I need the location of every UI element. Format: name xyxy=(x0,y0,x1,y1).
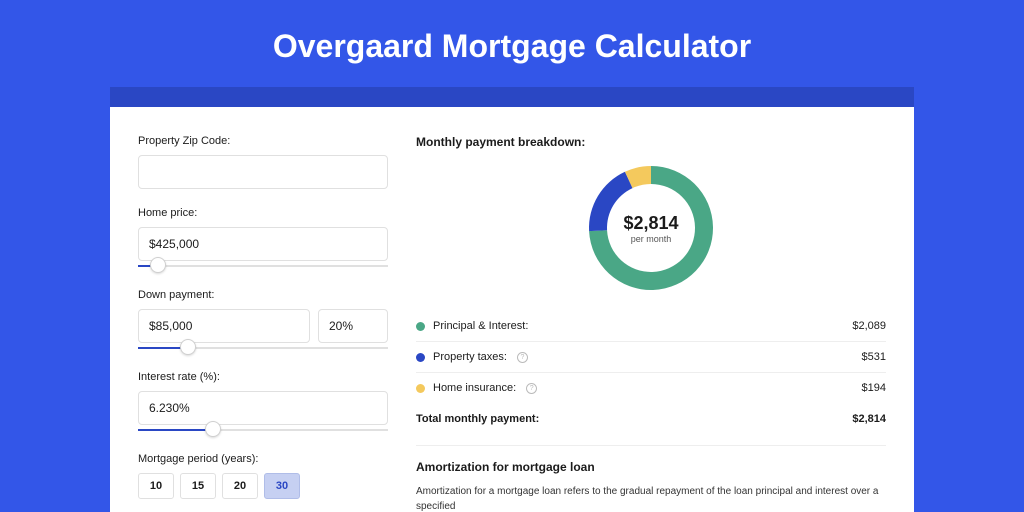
amortization-title: Amortization for mortgage loan xyxy=(416,460,886,474)
period-button-15[interactable]: 15 xyxy=(180,473,216,499)
mortgage-period-group: Mortgage period (years): 10152030 xyxy=(138,453,388,499)
slider-knob[interactable] xyxy=(180,339,196,355)
legend-dot xyxy=(416,322,425,331)
item-label: Principal & Interest: xyxy=(433,320,528,332)
amortization-text: Amortization for a mortgage loan refers … xyxy=(416,484,886,512)
donut-center: $2,814 per month xyxy=(586,163,716,293)
breakdown-item: Home insurance:? $194 xyxy=(416,373,886,403)
slider-fill xyxy=(138,429,213,431)
item-label: Home insurance: xyxy=(433,382,516,394)
home-price-input[interactable] xyxy=(138,227,388,261)
total-label: Total monthly payment: xyxy=(416,413,539,425)
period-button-20[interactable]: 20 xyxy=(222,473,258,499)
legend-dot xyxy=(416,384,425,393)
legend-dot xyxy=(416,353,425,362)
interest-rate-label: Interest rate (%): xyxy=(138,371,388,383)
payment-donut-chart: $2,814 per month xyxy=(586,163,716,293)
total-row: Total monthly payment: $2,814 xyxy=(416,403,886,439)
item-value: $531 xyxy=(862,351,886,363)
slider-knob[interactable] xyxy=(205,421,221,437)
item-value: $2,089 xyxy=(852,320,886,332)
interest-rate-group: Interest rate (%): xyxy=(138,371,388,435)
page-title: Overgaard Mortgage Calculator xyxy=(0,0,1024,87)
period-button-10[interactable]: 10 xyxy=(138,473,174,499)
mortgage-period-label: Mortgage period (years): xyxy=(138,453,388,465)
zip-group: Property Zip Code: xyxy=(138,135,388,189)
breakdown-column: Monthly payment breakdown: $2,814 per mo… xyxy=(416,135,886,512)
info-icon[interactable]: ? xyxy=(526,383,537,394)
down-payment-label: Down payment: xyxy=(138,289,388,301)
period-button-30[interactable]: 30 xyxy=(264,473,300,499)
total-value: $2,814 xyxy=(852,413,886,425)
slider-knob[interactable] xyxy=(150,257,166,273)
calculator-card: Property Zip Code: Home price: Down paym… xyxy=(110,107,914,512)
breakdown-items: Principal & Interest: $2,089 Property taxe… xyxy=(416,311,886,403)
breakdown-item: Property taxes:? $531 xyxy=(416,342,886,373)
interest-rate-slider[interactable] xyxy=(138,425,388,435)
home-price-group: Home price: xyxy=(138,207,388,271)
down-payment-group: Down payment: xyxy=(138,289,388,353)
breakdown-item: Principal & Interest: $2,089 xyxy=(416,311,886,342)
down-payment-slider[interactable] xyxy=(138,343,388,353)
donut-amount: $2,814 xyxy=(623,213,678,234)
item-label: Property taxes: xyxy=(433,351,507,363)
inputs-column: Property Zip Code: Home price: Down paym… xyxy=(138,135,388,512)
donut-wrap: $2,814 per month xyxy=(416,163,886,293)
period-row: 10152030 xyxy=(138,473,388,499)
breakdown-title: Monthly payment breakdown: xyxy=(416,135,886,149)
header-band xyxy=(110,87,914,107)
home-price-label: Home price: xyxy=(138,207,388,219)
item-left: Property taxes:? xyxy=(416,351,528,363)
zip-label: Property Zip Code: xyxy=(138,135,388,147)
interest-rate-input[interactable] xyxy=(138,391,388,425)
zip-input[interactable] xyxy=(138,155,388,189)
down-payment-input[interactable] xyxy=(138,309,310,343)
down-payment-pct-input[interactable] xyxy=(318,309,388,343)
item-left: Home insurance:? xyxy=(416,382,537,394)
item-left: Principal & Interest: xyxy=(416,320,528,332)
home-price-slider[interactable] xyxy=(138,261,388,271)
info-icon[interactable]: ? xyxy=(517,352,528,363)
item-value: $194 xyxy=(862,382,886,394)
slider-line xyxy=(138,265,388,267)
amortization-section: Amortization for mortgage loan Amortizat… xyxy=(416,445,886,512)
donut-sub: per month xyxy=(631,234,672,244)
